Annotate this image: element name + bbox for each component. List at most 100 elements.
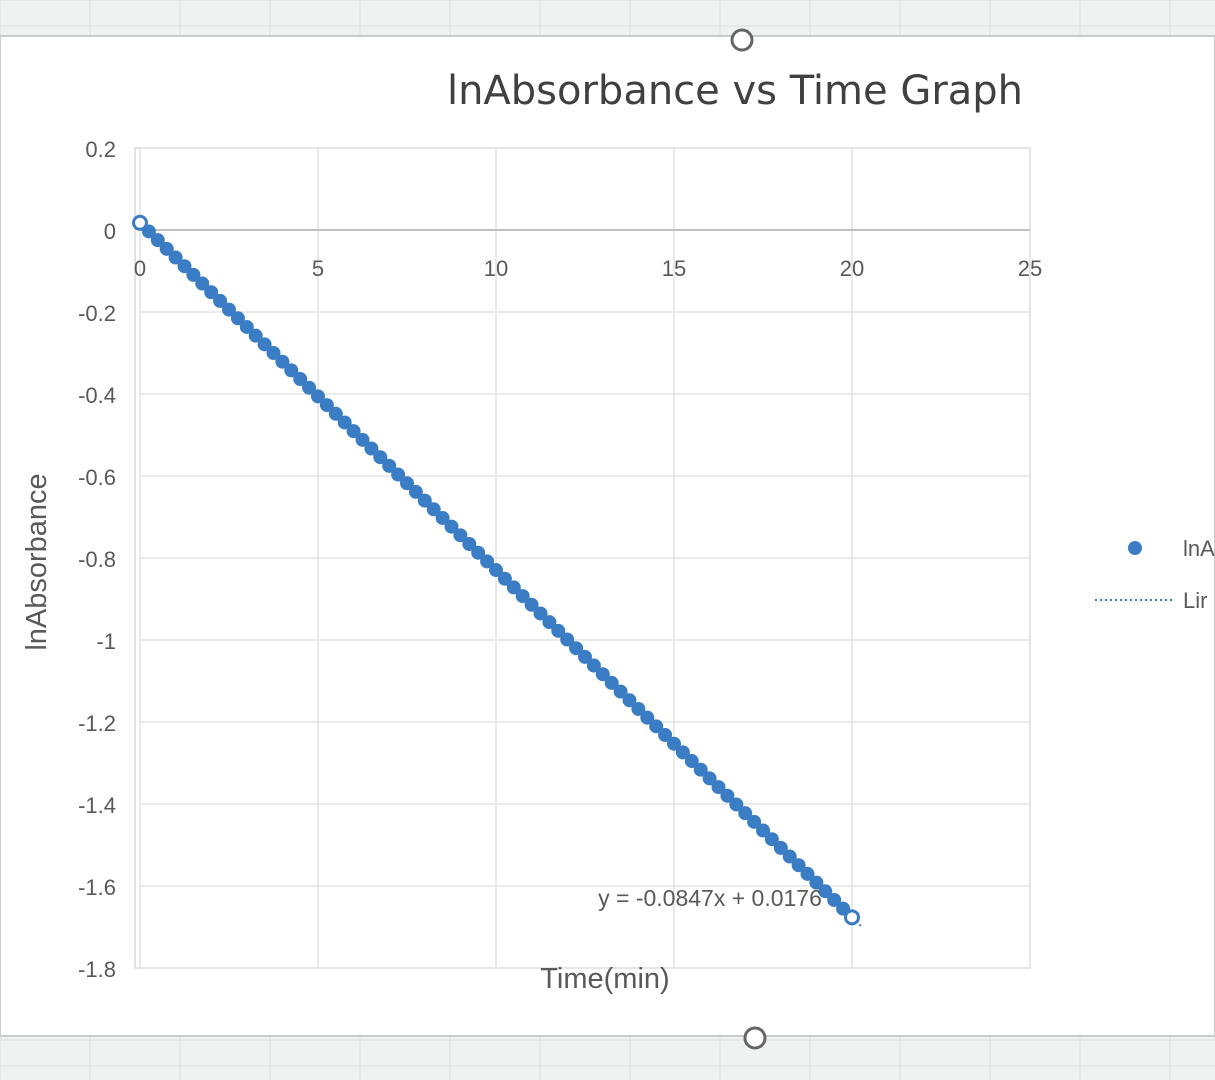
- data-point[interactable]: [747, 814, 762, 829]
- x-tick-label: 15: [662, 256, 686, 281]
- data-point[interactable]: [631, 701, 646, 716]
- data-point[interactable]: [586, 658, 601, 673]
- data-point[interactable]: [800, 866, 815, 881]
- data-point[interactable]: [604, 675, 619, 690]
- data-point[interactable]: [560, 632, 575, 647]
- data-point[interactable]: [764, 832, 779, 847]
- data-point[interactable]: [150, 233, 165, 248]
- data-point[interactable]: [168, 250, 183, 265]
- data-point[interactable]: [204, 285, 219, 300]
- data-point[interactable]: [426, 502, 441, 517]
- data-point[interactable]: [293, 372, 308, 387]
- data-point[interactable]: [809, 875, 824, 890]
- data-point[interactable]: [337, 415, 352, 430]
- data-point[interactable]: [462, 537, 477, 552]
- data-point[interactable]: [222, 302, 236, 317]
- data-point[interactable]: [791, 858, 806, 873]
- data-point[interactable]: [364, 441, 379, 456]
- data-point[interactable]: [275, 354, 290, 369]
- data-point[interactable]: [720, 788, 735, 803]
- data-point[interactable]: [132, 214, 148, 231]
- data-point[interactable]: [533, 606, 548, 621]
- data-point[interactable]: [257, 337, 272, 352]
- data-point[interactable]: [506, 580, 521, 595]
- data-point[interactable]: [195, 276, 210, 291]
- data-point[interactable]: [595, 667, 610, 682]
- trendline-equation[interactable]: y = -0.0847x + 0.0176: [598, 885, 822, 911]
- data-point[interactable]: [782, 849, 797, 864]
- data-point[interactable]: [400, 476, 414, 491]
- data-point[interactable]: [756, 823, 770, 838]
- data-point[interactable]: [480, 554, 495, 569]
- data-point[interactable]: [569, 641, 584, 656]
- y-tick-label: -1.8: [78, 957, 116, 982]
- data-point[interactable]: [346, 424, 361, 439]
- data-point[interactable]: [667, 736, 681, 751]
- y-tick-label: -0.6: [78, 465, 116, 490]
- data-point[interactable]: [497, 571, 512, 586]
- data-point[interactable]: [408, 484, 423, 499]
- x-tick-label: 10: [484, 256, 508, 281]
- x-axis-title[interactable]: Time(min): [540, 963, 669, 995]
- resize-handle-top[interactable]: [730, 28, 754, 52]
- data-point[interactable]: [729, 797, 744, 812]
- data-point[interactable]: [542, 615, 557, 630]
- data-point[interactable]: [177, 259, 192, 274]
- data-point[interactable]: [702, 771, 717, 786]
- data-point[interactable]: [382, 458, 397, 473]
- legend-marker-series: [1128, 541, 1142, 555]
- data-point[interactable]: [141, 224, 156, 239]
- legend[interactable]: lnA Lir: [1095, 536, 1215, 613]
- data-point[interactable]: [711, 780, 726, 795]
- data-points[interactable]: [132, 214, 860, 926]
- data-point[interactable]: [551, 623, 566, 638]
- data-point[interactable]: [649, 719, 664, 734]
- data-point[interactable]: [675, 745, 690, 760]
- data-point[interactable]: [444, 519, 459, 534]
- y-axis-title[interactable]: lnAbsorbance: [21, 473, 53, 650]
- y-tick-label: 0.2: [85, 137, 116, 162]
- data-point[interactable]: [578, 649, 592, 664]
- data-point[interactable]: [417, 493, 432, 508]
- data-point[interactable]: [738, 806, 753, 821]
- data-point[interactable]: [213, 293, 228, 308]
- data-point[interactable]: [658, 728, 673, 743]
- data-point[interactable]: [613, 684, 628, 699]
- data-point[interactable]: [640, 710, 655, 725]
- data-point[interactable]: [266, 346, 281, 361]
- data-point[interactable]: [284, 363, 299, 378]
- data-point[interactable]: [319, 398, 334, 413]
- data-point[interactable]: [453, 528, 468, 543]
- data-point[interactable]: [355, 432, 370, 447]
- chart-title[interactable]: lnAbsorbance vs Time Graph: [447, 68, 1023, 114]
- data-point[interactable]: [435, 510, 450, 525]
- data-point[interactable]: [186, 267, 201, 282]
- data-point[interactable]: [230, 311, 245, 326]
- data-point[interactable]: [302, 380, 317, 395]
- data-point[interactable]: [471, 545, 486, 560]
- data-point[interactable]: [844, 909, 860, 926]
- data-point[interactable]: [622, 693, 637, 708]
- data-point[interactable]: [818, 884, 833, 899]
- y-tick-label: -0.8: [78, 547, 116, 572]
- x-tick-label: 5: [312, 256, 324, 281]
- data-point[interactable]: [239, 319, 254, 334]
- data-point[interactable]: [524, 597, 539, 612]
- data-point[interactable]: [328, 406, 343, 421]
- y-tick-label: -0.4: [78, 383, 116, 408]
- data-point[interactable]: [515, 589, 530, 604]
- data-point[interactable]: [159, 241, 174, 256]
- data-point[interactable]: [684, 754, 699, 769]
- data-point[interactable]: [827, 892, 842, 907]
- resize-handle-bottom[interactable]: [743, 1026, 767, 1050]
- data-point[interactable]: [391, 467, 406, 482]
- y-tick-label: -1.4: [78, 793, 116, 818]
- data-point[interactable]: [693, 762, 708, 777]
- y-tick-label: -1.6: [78, 875, 116, 900]
- data-point[interactable]: [773, 840, 788, 855]
- data-point[interactable]: [373, 450, 388, 465]
- data-point[interactable]: [311, 389, 325, 404]
- y-tick-label: -1.2: [78, 711, 116, 736]
- data-point[interactable]: [248, 328, 263, 343]
- data-point[interactable]: [489, 563, 503, 578]
